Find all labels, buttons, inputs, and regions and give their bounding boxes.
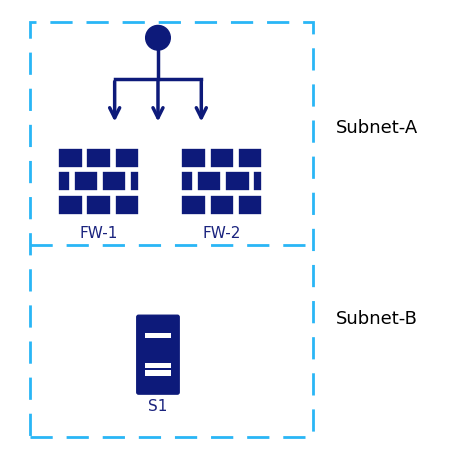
FancyBboxPatch shape bbox=[87, 196, 111, 216]
FancyBboxPatch shape bbox=[210, 196, 234, 216]
FancyBboxPatch shape bbox=[58, 196, 83, 216]
FancyBboxPatch shape bbox=[197, 172, 221, 192]
Text: Subnet-A: Subnet-A bbox=[336, 118, 418, 136]
Text: FW-1: FW-1 bbox=[80, 225, 118, 240]
FancyBboxPatch shape bbox=[146, 333, 171, 339]
FancyBboxPatch shape bbox=[137, 316, 179, 394]
FancyBboxPatch shape bbox=[181, 172, 193, 192]
FancyBboxPatch shape bbox=[114, 149, 139, 168]
FancyBboxPatch shape bbox=[181, 196, 206, 216]
Text: Subnet-B: Subnet-B bbox=[336, 309, 418, 328]
FancyBboxPatch shape bbox=[74, 172, 98, 192]
FancyBboxPatch shape bbox=[146, 363, 171, 369]
FancyBboxPatch shape bbox=[181, 149, 206, 168]
FancyBboxPatch shape bbox=[58, 172, 70, 192]
Circle shape bbox=[146, 26, 171, 51]
FancyBboxPatch shape bbox=[210, 149, 234, 168]
Text: S1: S1 bbox=[148, 398, 168, 413]
FancyBboxPatch shape bbox=[238, 196, 262, 216]
FancyBboxPatch shape bbox=[87, 149, 111, 168]
FancyBboxPatch shape bbox=[238, 149, 262, 168]
FancyBboxPatch shape bbox=[102, 172, 126, 192]
FancyBboxPatch shape bbox=[58, 149, 83, 168]
FancyBboxPatch shape bbox=[253, 172, 262, 192]
FancyBboxPatch shape bbox=[114, 196, 139, 216]
FancyBboxPatch shape bbox=[130, 172, 139, 192]
FancyBboxPatch shape bbox=[225, 172, 250, 192]
Text: FW-2: FW-2 bbox=[203, 225, 241, 240]
FancyBboxPatch shape bbox=[146, 371, 171, 376]
